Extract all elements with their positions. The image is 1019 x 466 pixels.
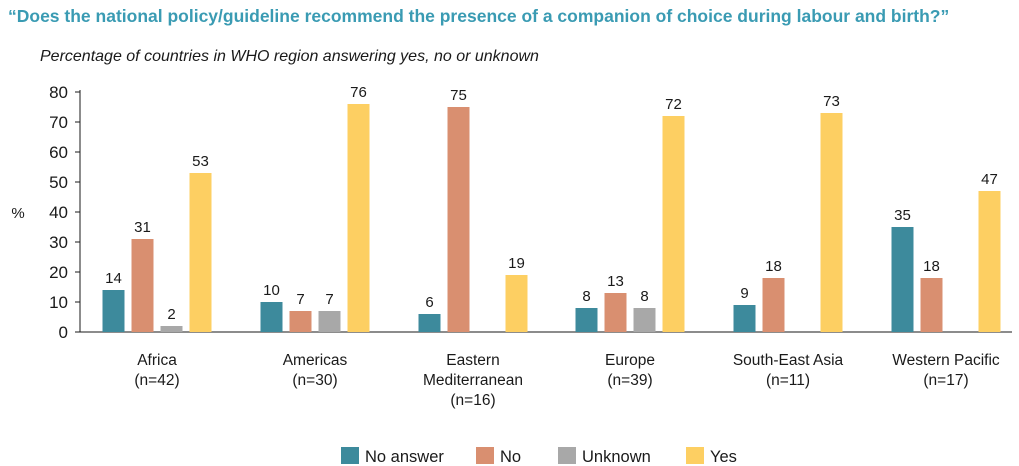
legend-label: Yes [710,448,737,466]
bar [160,326,183,332]
legend-label: Unknown [582,448,651,466]
bar-value-label: 18 [923,258,940,275]
x-category-label: (n=42) [134,372,179,389]
bar [260,302,283,332]
bar [733,305,756,332]
bar [289,311,312,332]
bar-value-label: 75 [450,87,467,104]
bar-value-label: 73 [823,93,840,110]
bar-value-label: 19 [508,255,525,272]
bar-value-label: 31 [134,219,151,236]
legend: No answer No Unknown Yes [341,447,737,466]
bar [920,278,943,332]
bar [575,308,598,332]
legend-swatch [686,447,704,464]
legend-swatch [341,447,359,464]
y-tick-label: 50 [49,173,68,192]
x-category-label: Western Pacific [892,352,1000,369]
x-category-label: Europe [605,352,655,369]
bar [762,278,785,332]
bar [318,311,341,332]
bar [102,290,125,332]
bar-value-label: 7 [296,291,304,308]
y-tick-label: 30 [49,233,68,252]
y-tick-label: 40 [49,203,68,222]
bar [189,173,212,332]
legend-label: No [500,448,521,466]
bar [604,293,627,332]
bar [131,239,154,332]
y-ticks: 0 10 20 30 40 50 60 70 80 [49,83,80,342]
legend-swatch [558,447,576,464]
chart-title: “Does the national policy/guideline reco… [8,6,950,26]
x-category-label: Americas [283,352,348,369]
bar [662,116,685,332]
bar-value-label: 47 [981,171,998,188]
bar-value-label: 8 [582,288,590,305]
x-category-label: (n=39) [607,372,652,389]
legend-swatch [476,447,494,464]
bar [418,314,441,332]
x-category-label: Mediterranean [423,372,523,389]
x-category-label: (n=30) [292,372,337,389]
x-category-label: (n=11) [766,372,810,389]
bar-value-label: 13 [607,273,624,290]
y-tick-label: 20 [49,263,68,282]
y-tick-label: 70 [49,113,68,132]
bar [505,275,528,332]
y-tick-label: 10 [49,293,68,312]
bar-value-label: 18 [765,258,782,275]
y-axis-label: % [11,205,24,222]
y-tick-label: 80 [49,83,68,102]
x-category-label: (n=16) [450,392,495,409]
bar-value-label: 8 [640,288,648,305]
bar-value-label: 76 [350,84,367,101]
bar [447,107,470,332]
x-category-label: (n=17) [923,372,968,389]
bar-value-label: 53 [192,153,209,170]
bar-value-label: 14 [105,270,122,287]
bar-value-label: 35 [894,207,911,224]
y-tick-label: 0 [59,323,68,342]
chart-subtitle: Percentage of countries in WHO region an… [40,48,539,65]
bars: 14 31 2 53 10 7 7 76 6 75 19 8 13 8 72 9 18 73 35 18 47 [102,84,1001,332]
legend-label: No answer [365,448,444,466]
bar [978,191,1001,332]
x-category-label: Africa [137,352,177,369]
bar-value-label: 9 [740,285,748,302]
x-category-label: Eastern [446,352,499,369]
bar [820,113,843,332]
y-tick-label: 60 [49,143,68,162]
bar-value-label: 10 [263,282,280,299]
bar-value-label: 72 [665,96,682,113]
bar-value-label: 6 [425,294,433,311]
bar [633,308,656,332]
x-category-label: South-East Asia [733,352,844,369]
bar [891,227,914,332]
bar-value-label: 7 [325,291,333,308]
x-labels: Africa (n=42) Americas (n=30) Eastern Mediter… [134,352,1000,409]
bar [347,104,370,332]
bar-value-label: 2 [167,306,175,323]
